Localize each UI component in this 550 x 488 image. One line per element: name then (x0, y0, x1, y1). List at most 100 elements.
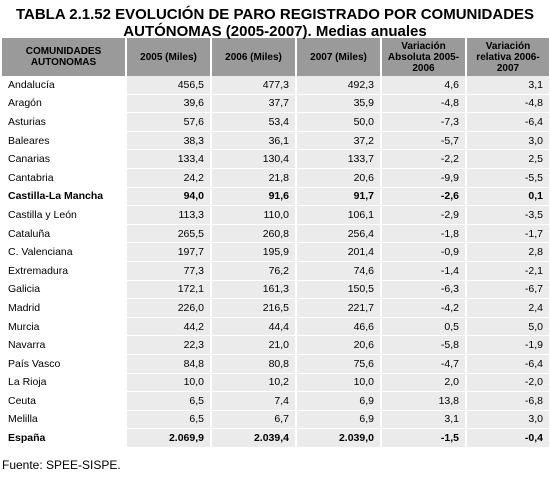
table-row: Cantabria 24,2 21,8 20,6 -9,9 -5,5 (2, 168, 549, 188)
region-cell: Extremadura (2, 261, 127, 281)
table-row: Cataluña 265,5 260,8 256,4 -1,8 -1,7 (2, 224, 549, 244)
region-cell: País Vasco (2, 354, 127, 374)
value-2005-cell: 197,7 (127, 243, 212, 262)
value-2007-cell: 6,9 (297, 392, 382, 411)
value-2007-cell: 74,6 (297, 261, 382, 281)
table-row: País Vasco 84,8 80,8 75,6 -4,7 -6,4 (2, 354, 549, 374)
region-cell: Madrid (2, 299, 127, 318)
table-row: Madrid 226,0 216,5 221,7 -4,2 2,4 (2, 299, 549, 318)
value-2005-cell: 44,2 (127, 317, 212, 337)
rel-variation-cell: -6,4 (467, 113, 549, 132)
value-2006-cell: 21,8 (212, 168, 297, 188)
rel-variation-cell: 2,8 (467, 243, 549, 262)
region-cell: Ceuta (2, 392, 127, 411)
value-2006-cell: 161,3 (212, 280, 297, 300)
value-2005-cell: 38,3 (127, 131, 212, 151)
region-cell: Canarias (2, 150, 127, 169)
value-2007-cell: 35,9 (297, 94, 382, 114)
rel-variation-cell: -6,4 (467, 354, 549, 374)
value-2007-cell: 492,3 (297, 76, 382, 95)
value-2007-cell: 106,1 (297, 206, 382, 225)
table-title-line2: AUTÓNOMAS (2005-2007). Medias anuales (123, 23, 427, 40)
value-2007-cell: 256,4 (297, 224, 382, 244)
value-2007-cell: 10,0 (297, 373, 382, 393)
header-region: COMUNIDADES AUTONOMAS (2, 38, 127, 76)
abs-variation-cell: -9,9 (382, 168, 467, 188)
region-cell: Baleares (2, 131, 127, 151)
rel-variation-cell: 3,0 (467, 131, 549, 151)
value-2006-cell: 130,4 (212, 150, 297, 169)
table-row: C. Valenciana 197,7 195,9 201,4 -0,9 2,8 (2, 243, 549, 262)
table-row: Castilla-La Mancha 94,0 91,6 91,7 -2,6 0,1 (2, 187, 549, 207)
abs-variation-cell: -7,3 (382, 113, 467, 132)
abs-variation-cell: -2,2 (382, 150, 467, 169)
value-2005-cell: 113,3 (127, 206, 212, 225)
abs-variation-cell: -1,5 (382, 429, 467, 448)
rel-variation-cell: 5,0 (467, 317, 549, 337)
value-2005-cell: 10,0 (127, 373, 212, 393)
rel-variation-cell: 2,4 (467, 299, 549, 318)
value-2006-cell: 21,0 (212, 336, 297, 355)
value-2005-cell: 6,5 (127, 410, 212, 430)
value-2005-cell: 456,5 (127, 76, 212, 95)
value-2006-cell: 76,2 (212, 261, 297, 281)
value-2007-cell: 75,6 (297, 354, 382, 374)
abs-variation-cell: -2,9 (382, 206, 467, 225)
region-cell: Navarra (2, 336, 127, 355)
value-2005-cell: 226,0 (127, 299, 212, 318)
abs-variation-cell: -5,8 (382, 336, 467, 355)
value-2005-cell: 84,8 (127, 354, 212, 374)
header-abs-variation: Variación Absoluta 2005-2006 (382, 38, 467, 76)
value-2007-cell: 20,6 (297, 336, 382, 355)
header-2006: 2006 (Miles) (212, 38, 297, 76)
value-2006-cell: 91,6 (212, 187, 297, 207)
value-2005-cell: 2.069,9 (127, 429, 212, 448)
header-2007: 2007 (Miles) (297, 38, 382, 76)
abs-variation-cell: 3,1 (382, 410, 467, 430)
rel-variation-cell: -2,0 (467, 373, 549, 393)
rel-variation-cell: -4,8 (467, 94, 549, 114)
rel-variation-cell: -1,9 (467, 336, 549, 355)
value-2005-cell: 265,5 (127, 224, 212, 244)
value-2007-cell: 37,2 (297, 131, 382, 151)
table-header-row: COMUNIDADES AUTONOMAS 2005 (Miles) 2006 … (2, 38, 549, 76)
rel-variation-cell: 2,5 (467, 150, 549, 169)
table-row: Melilla 6,5 6,7 6,9 3,1 3,0 (2, 410, 549, 430)
value-2005-cell: 172,1 (127, 280, 212, 300)
value-2007-cell: 201,4 (297, 243, 382, 262)
value-2007-cell: 6,9 (297, 410, 382, 430)
abs-variation-cell: -2,6 (382, 187, 467, 207)
abs-variation-cell: 0,5 (382, 317, 467, 337)
rel-variation-cell: 0,1 (467, 187, 549, 207)
value-2005-cell: 22,3 (127, 336, 212, 355)
region-cell: España (2, 429, 127, 448)
value-2007-cell: 150,5 (297, 280, 382, 300)
abs-variation-cell: -1,4 (382, 261, 467, 281)
region-cell: Cataluña (2, 224, 127, 244)
value-2006-cell: 53,4 (212, 113, 297, 132)
abs-variation-cell: -4,7 (382, 354, 467, 374)
abs-variation-cell: -6,3 (382, 280, 467, 300)
value-2005-cell: 6,5 (127, 392, 212, 411)
abs-variation-cell: -0,9 (382, 243, 467, 262)
value-2006-cell: 10,2 (212, 373, 297, 393)
value-2005-cell: 77,3 (127, 261, 212, 281)
value-2006-cell: 37,7 (212, 94, 297, 114)
table-row: Castilla y León 113,3 110,0 106,1 -2,9 -3,5 (2, 206, 549, 225)
value-2006-cell: 80,8 (212, 354, 297, 374)
value-2007-cell: 20,6 (297, 168, 382, 188)
table-row: Navarra 22,3 21,0 20,6 -5,8 -1,9 (2, 336, 549, 355)
value-2006-cell: 7,4 (212, 392, 297, 411)
value-2006-cell: 36,1 (212, 131, 297, 151)
abs-variation-cell: -5,7 (382, 131, 467, 151)
rel-variation-cell: -3,5 (467, 206, 549, 225)
table-row: Asturias 57,6 53,4 50,0 -7,3 -6,4 (2, 113, 549, 132)
table-row: Ceuta 6,5 7,4 6,9 13,8 -6,8 (2, 392, 549, 411)
abs-variation-cell: 13,8 (382, 392, 467, 411)
region-cell: Andalucía (2, 76, 127, 95)
table-row: Extremadura 77,3 76,2 74,6 -1,4 -2,1 (2, 261, 549, 281)
region-cell: Cantabria (2, 168, 127, 188)
region-cell: La Rioja (2, 373, 127, 393)
abs-variation-cell: -4,2 (382, 299, 467, 318)
table-row: La Rioja 10,0 10,2 10,0 2,0 -2,0 (2, 373, 549, 393)
